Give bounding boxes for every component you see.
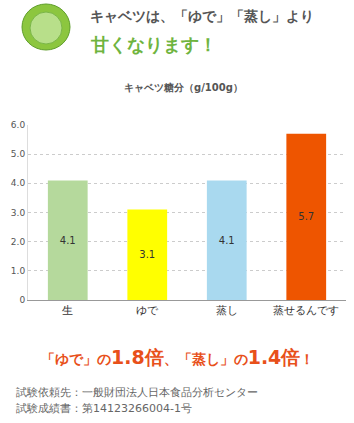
svg-text:甘くなります！: 甘くなります！	[90, 34, 217, 55]
svg-text:5.0: 5.0	[11, 149, 26, 159]
svg-text:4.0: 4.0	[11, 178, 26, 188]
svg-text:4.1: 4.1	[219, 235, 235, 246]
svg-text:6.0: 6.0	[11, 120, 26, 130]
svg-text:試験成績書：第14123266004-1号: 試験成績書：第14123266004-1号	[16, 402, 192, 415]
svg-text:4.1: 4.1	[60, 235, 76, 246]
svg-text:5.7: 5.7	[298, 211, 314, 222]
svg-text:2.0: 2.0	[11, 237, 26, 247]
svg-text:3.1: 3.1	[139, 249, 155, 260]
svg-text:キャベツは、「ゆで」「蒸し」より: キャベツは、「ゆで」「蒸し」より	[90, 8, 314, 24]
svg-text:生: 生	[62, 304, 73, 317]
svg-text:ゆで: ゆで	[136, 304, 159, 317]
svg-text:3.0: 3.0	[11, 208, 26, 218]
svg-text:蒸し: 蒸し	[216, 304, 238, 317]
svg-text:1.0: 1.0	[11, 266, 26, 276]
svg-text:試験依頼先：一般財団法人日本食品分析センター: 試験依頼先：一般財団法人日本食品分析センター	[16, 386, 258, 399]
svg-text:キャベツ糖分（g/100g）: キャベツ糖分（g/100g）	[124, 82, 243, 93]
svg-text:「ゆで」の1.8倍、「蒸し」の1.4倍！: 「ゆで」の1.8倍、「蒸し」の1.4倍！	[41, 346, 314, 368]
svg-text:0: 0	[19, 295, 25, 305]
svg-text:蒸せるんです: 蒸せるんです	[273, 304, 339, 317]
